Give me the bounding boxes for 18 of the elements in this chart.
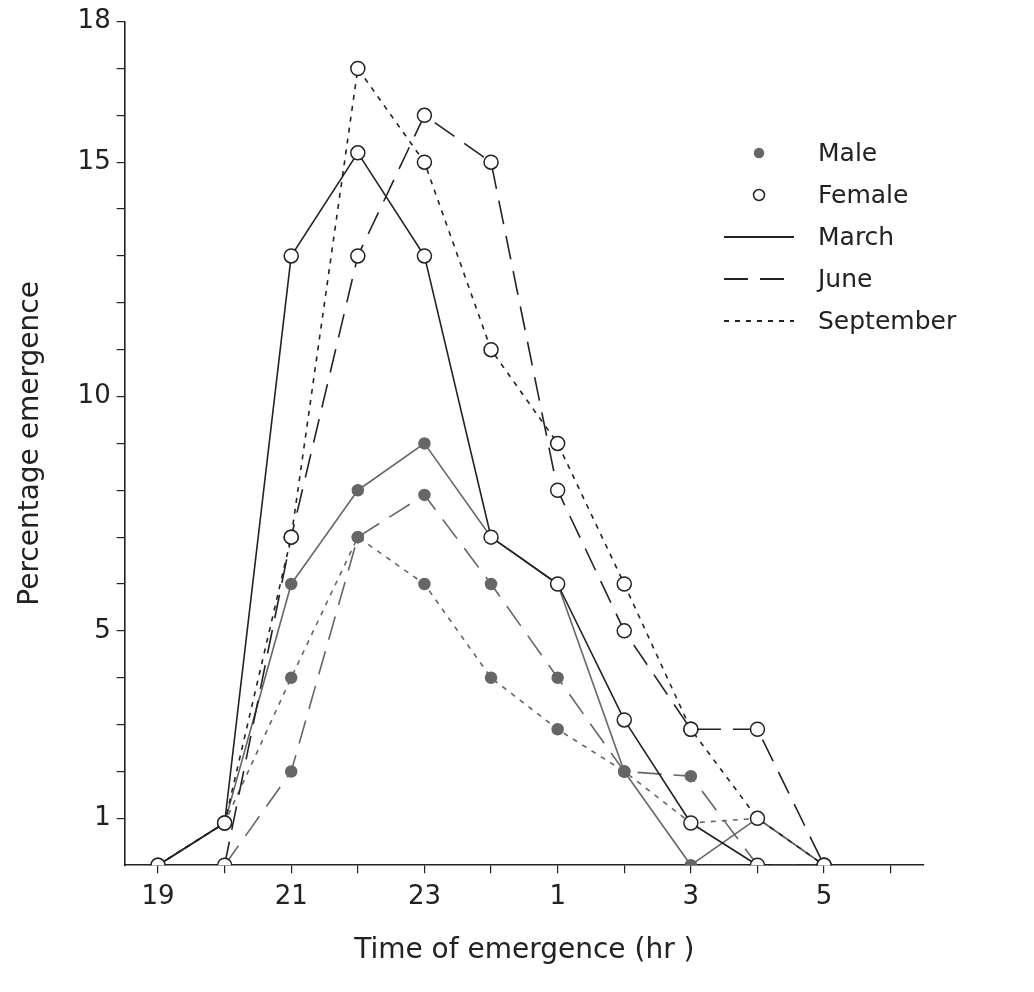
legend-label: March [818,222,895,252]
x-tick-label: 19 [141,879,175,910]
y-tick-label: 1 [94,801,111,832]
y-tick-label: 18 [77,4,111,35]
x-tick-label: 5 [815,879,833,910]
x-tick-label: 23 [407,879,441,910]
x-tick-label: 3 [682,879,700,910]
y-tick-label: 5 [94,613,111,644]
x-tick-label: 1 [549,879,566,910]
legend-label: September [818,306,957,336]
x-axis-title: Time of emergence (hr ) [353,932,695,966]
legend-label: June [818,264,873,294]
y-axis-title: Percentage emergence [12,281,46,606]
y-tick-label: 15 [77,144,111,175]
annotation: Female [818,180,909,210]
annotation: Male [818,138,878,168]
y-tick-label: 10 [77,379,111,410]
x-tick-label: 21 [274,879,308,910]
